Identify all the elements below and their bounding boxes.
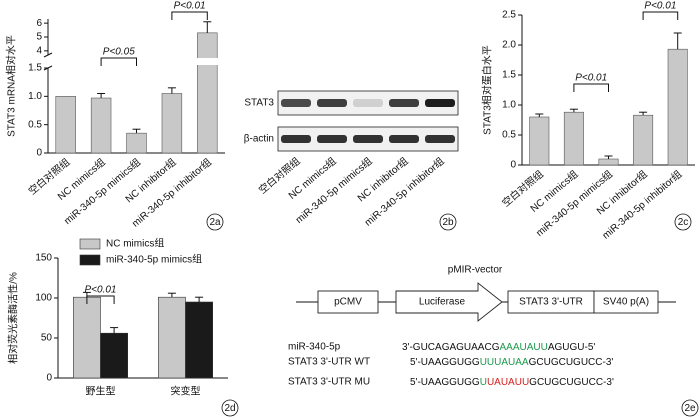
bar [100,332,129,379]
y-tick-label: 0.5 [28,119,42,130]
significance-label: P<0.01 [644,1,676,12]
element-label: SV40 p(A) [603,297,649,308]
legend-swatch [79,254,101,266]
sequence: 5'-UAAGGUGGUUAUAUUGCUGCUGUCC-3' [410,377,614,388]
element-label: Luciferase [419,297,466,308]
bar-break [196,58,219,65]
blot-band [389,99,419,107]
y-tick-label: 50 [41,333,53,344]
sequence-segment: UUUAUAA [480,357,529,368]
bar [126,132,147,154]
element-label: pCMV [334,297,362,308]
blot-band [281,99,311,107]
bar [633,114,654,166]
sequence-segment: AAAUAUU [499,342,547,353]
y-tick-label: 1.0 [502,100,516,111]
bar [55,96,76,154]
blot-band [425,99,455,107]
blot-band [281,135,311,143]
sequence: 3'-GUCAGAGUAACGAAAUAUUAGUGU-5' [402,342,595,353]
bar [161,93,183,154]
panel-label: 2a [209,217,221,228]
significance-bracket [171,11,208,20]
y-tick-label: 100 [35,293,52,304]
bar [90,97,112,154]
sequence-label: STAT3 3'-UTR MU [288,377,370,388]
y-tick-label: 1.5 [502,70,516,81]
y-tick-label: 2.0 [502,40,516,51]
y-tick-label: 150 [35,253,52,264]
bar [73,296,101,379]
blot-band [353,135,383,143]
panel-badge [674,213,692,231]
y-tick-label: 5 [36,32,42,43]
significance-bracket [573,83,609,92]
blot-band [389,135,419,143]
bar [667,48,688,166]
sequence-segment: GCUGCUGUCC-3' [529,377,614,388]
sequence-segment: UAUAUU [487,377,529,388]
bar [529,116,550,166]
y-axis-label: STAT3 mRNA相对水平 [5,35,18,137]
y-tick-label: 0 [46,373,52,384]
blot-band [353,99,383,107]
panel-label: 2c [678,217,689,228]
sequence-label: miR-340-5p [288,342,341,353]
blot-band [425,135,455,143]
sequence: 5'-UAAGGUGGUUUAUAAGCUGCUGUCC-3' [410,357,613,368]
panel-badge [221,399,239,417]
y-tick-label: 4 [36,45,42,56]
y-tick-label: 0 [510,160,516,171]
panel-badge [206,213,224,231]
element-label: STAT3 3'-UTR [519,297,583,308]
x-tick-label: 野生型 [86,385,116,398]
sequence-label: STAT3 3'-UTR WT [288,357,370,368]
element-arrow [395,282,503,322]
y-tick-label: 6 [36,18,42,29]
element-box [593,290,659,314]
significance-label: P<0.01 [85,285,117,296]
axis-break [43,52,53,58]
significance-label: P<0.05 [103,47,135,58]
y-axis-label: 相对荧光素酶活性/% [7,272,20,364]
bar [563,111,584,166]
y-tick-label: 0.5 [502,130,516,141]
y-tick-label: 2.5 [502,10,516,21]
bar [185,301,214,379]
y-tick-label: 1.5 [28,63,42,74]
legend-label: NC mimics组 [106,237,164,250]
panel-label: 2e [684,403,696,414]
panel-badge [439,213,457,231]
sequence-segment: 3'-GUCAGAGUAACG [402,342,500,353]
diagram-title: pMIR-vector [448,265,503,276]
bar [197,32,218,154]
significance-label: P<0.01 [575,73,607,84]
bar [598,158,619,166]
blot-band [317,99,347,107]
panel-label: 2d [224,403,235,414]
sequence-segment: GCUGCUGUCC-3' [529,357,614,368]
x-tick-label: 突变型 [171,385,201,398]
legend-label: miR-340-5p mimics组 [106,253,202,266]
element-box [317,290,379,314]
y-tick-label: 0 [36,148,42,159]
blot-row-label: β-actin [244,134,274,145]
sequence-segment: U [480,377,487,388]
y-tick-label: 1.0 [28,91,42,102]
sequence-segment: 5'-UAAGGUGG [410,377,480,388]
significance-bracket [642,11,679,20]
panel-label: 2b [442,217,454,228]
significance-bracket [100,57,137,66]
significance-bracket [86,295,115,304]
sequence-segment: 5'-UAAGGUGG [410,357,480,368]
sequence-segment: AGUGU-5' [548,342,596,353]
blot-band [317,135,347,143]
legend-swatch [79,238,101,250]
panel-badge [681,399,699,417]
bar [158,296,186,379]
significance-label: P<0.01 [174,1,206,12]
y-axis-label: STAT3相对蛋白水平 [481,45,494,135]
blot-row-label: STAT3 [244,98,274,109]
